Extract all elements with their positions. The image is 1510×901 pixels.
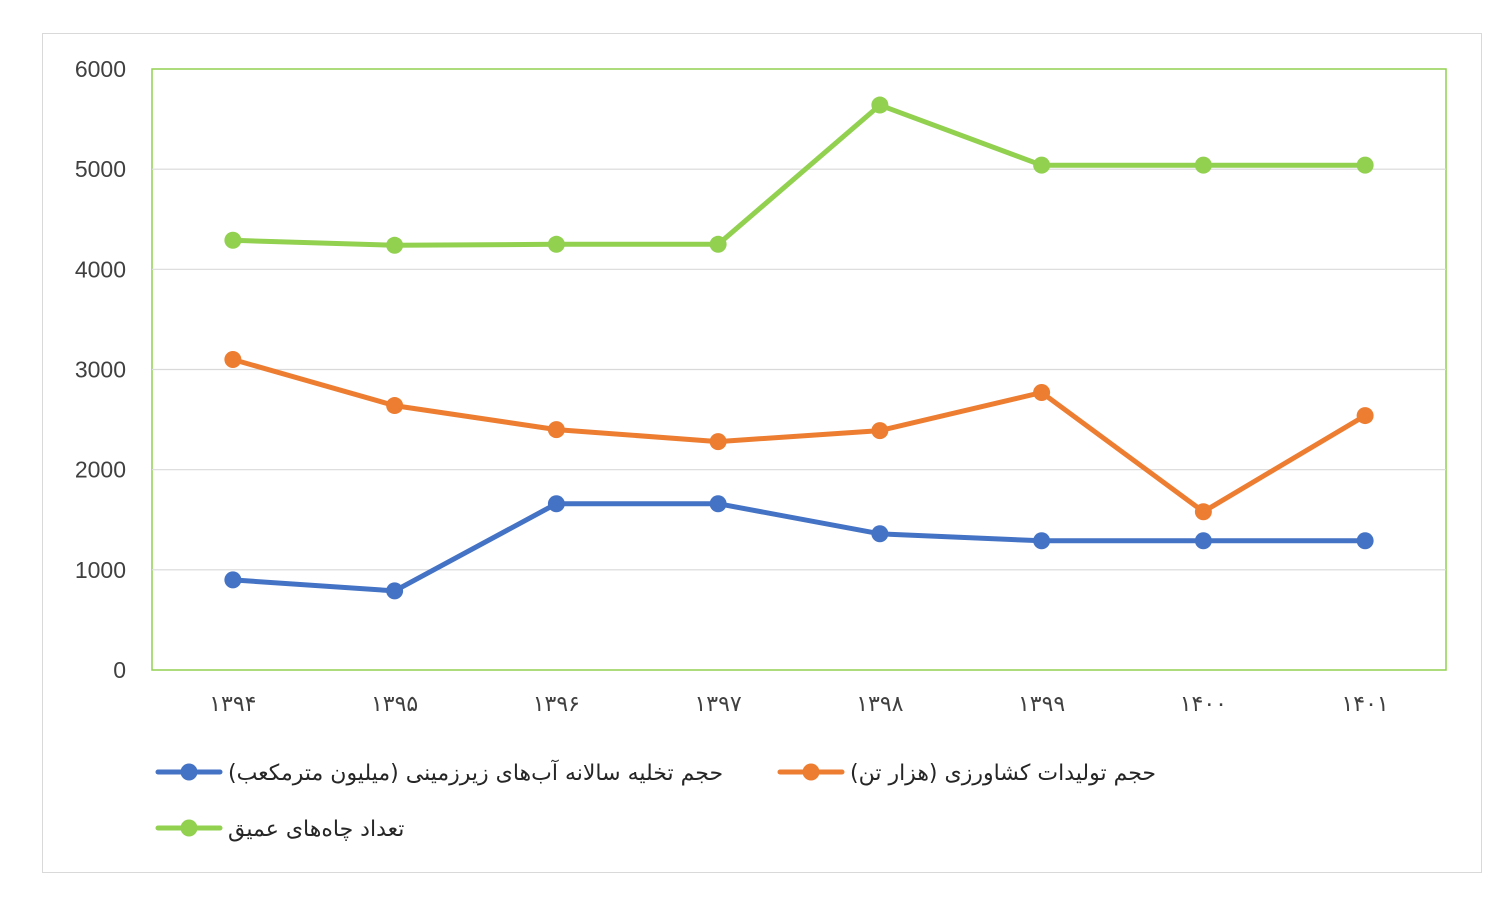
x-axis-ticks: ۱۳۹۴ ۱۳۹۵ ۱۳۹۶ ۱۳۹۷ ۱۳۹۸ ۱۳۹۹ ۱۴۰۰ ۱۴۰۱ xyxy=(209,692,1389,717)
data-point xyxy=(709,495,727,513)
legend-label: تعداد چاه‌های عمیق xyxy=(228,817,404,842)
series-line xyxy=(230,357,1368,515)
data-point xyxy=(547,235,565,253)
series-line xyxy=(230,501,1368,594)
series-1 xyxy=(224,350,1374,521)
y-tick-label: 2000 xyxy=(75,457,126,483)
legend: حجم تخلیه سالانه آب‌های زیرزمینی (میلیون… xyxy=(155,759,1156,842)
data-point xyxy=(1033,384,1051,402)
data-point xyxy=(1194,532,1212,550)
series-line xyxy=(230,102,1368,248)
y-tick-label: 0 xyxy=(113,657,126,683)
legend-marker xyxy=(180,763,198,781)
data-point xyxy=(1033,532,1051,550)
x-tick-label: ۱۳۹۴ xyxy=(209,692,256,717)
series-layer xyxy=(224,96,1374,600)
x-tick-label: ۱۳۹۷ xyxy=(694,692,741,717)
legend-marker xyxy=(802,763,820,781)
legend-label: حجم تولیدات کشاورزی (هزار تن) xyxy=(850,761,1156,786)
x-tick-label: ۱۳۹۶ xyxy=(533,692,580,717)
y-tick-label: 6000 xyxy=(75,56,126,82)
gridlines xyxy=(152,168,1446,571)
data-point xyxy=(1356,156,1374,174)
data-point xyxy=(1356,407,1374,425)
x-tick-label: ۱۳۹۸ xyxy=(856,692,903,717)
data-point xyxy=(1033,156,1051,174)
data-point xyxy=(386,582,404,600)
data-point xyxy=(709,433,727,451)
chart-frame xyxy=(42,33,1482,873)
legend-item: حجم تولیدات کشاورزی (هزار تن) xyxy=(777,761,1156,786)
legend-label: حجم تخلیه سالانه آب‌های زیرزمینی (میلیون… xyxy=(228,759,723,786)
legend-marker xyxy=(180,819,198,837)
y-tick-label: 4000 xyxy=(75,256,126,282)
data-point xyxy=(386,397,404,415)
data-point xyxy=(871,525,889,543)
data-point xyxy=(709,235,727,253)
y-axis-ticks: 0 1000 2000 3000 4000 5000 6000 xyxy=(75,56,126,683)
data-point xyxy=(871,96,889,114)
data-point xyxy=(224,571,242,589)
data-point xyxy=(224,231,242,249)
legend-item: حجم تخلیه سالانه آب‌های زیرزمینی (میلیون… xyxy=(155,759,723,786)
data-point xyxy=(1194,156,1212,174)
y-tick-label: 5000 xyxy=(75,156,126,182)
data-point xyxy=(871,422,889,440)
x-tick-label: ۱۴۰۱ xyxy=(1341,692,1388,717)
data-point xyxy=(1356,532,1374,550)
data-point xyxy=(1194,503,1212,521)
x-tick-label: ۱۳۹۵ xyxy=(371,692,418,717)
y-tick-label: 3000 xyxy=(75,357,126,383)
data-point xyxy=(386,236,404,254)
x-tick-label: ۱۳۹۹ xyxy=(1018,692,1065,717)
y-tick-label: 1000 xyxy=(75,557,126,583)
data-point xyxy=(547,495,565,513)
data-point xyxy=(547,421,565,439)
x-tick-label: ۱۴۰۰ xyxy=(1180,692,1227,717)
series-2 xyxy=(224,96,1374,254)
legend-item: تعداد چاه‌های عمیق xyxy=(155,817,404,842)
data-point xyxy=(224,350,242,368)
series-0 xyxy=(224,495,1374,600)
